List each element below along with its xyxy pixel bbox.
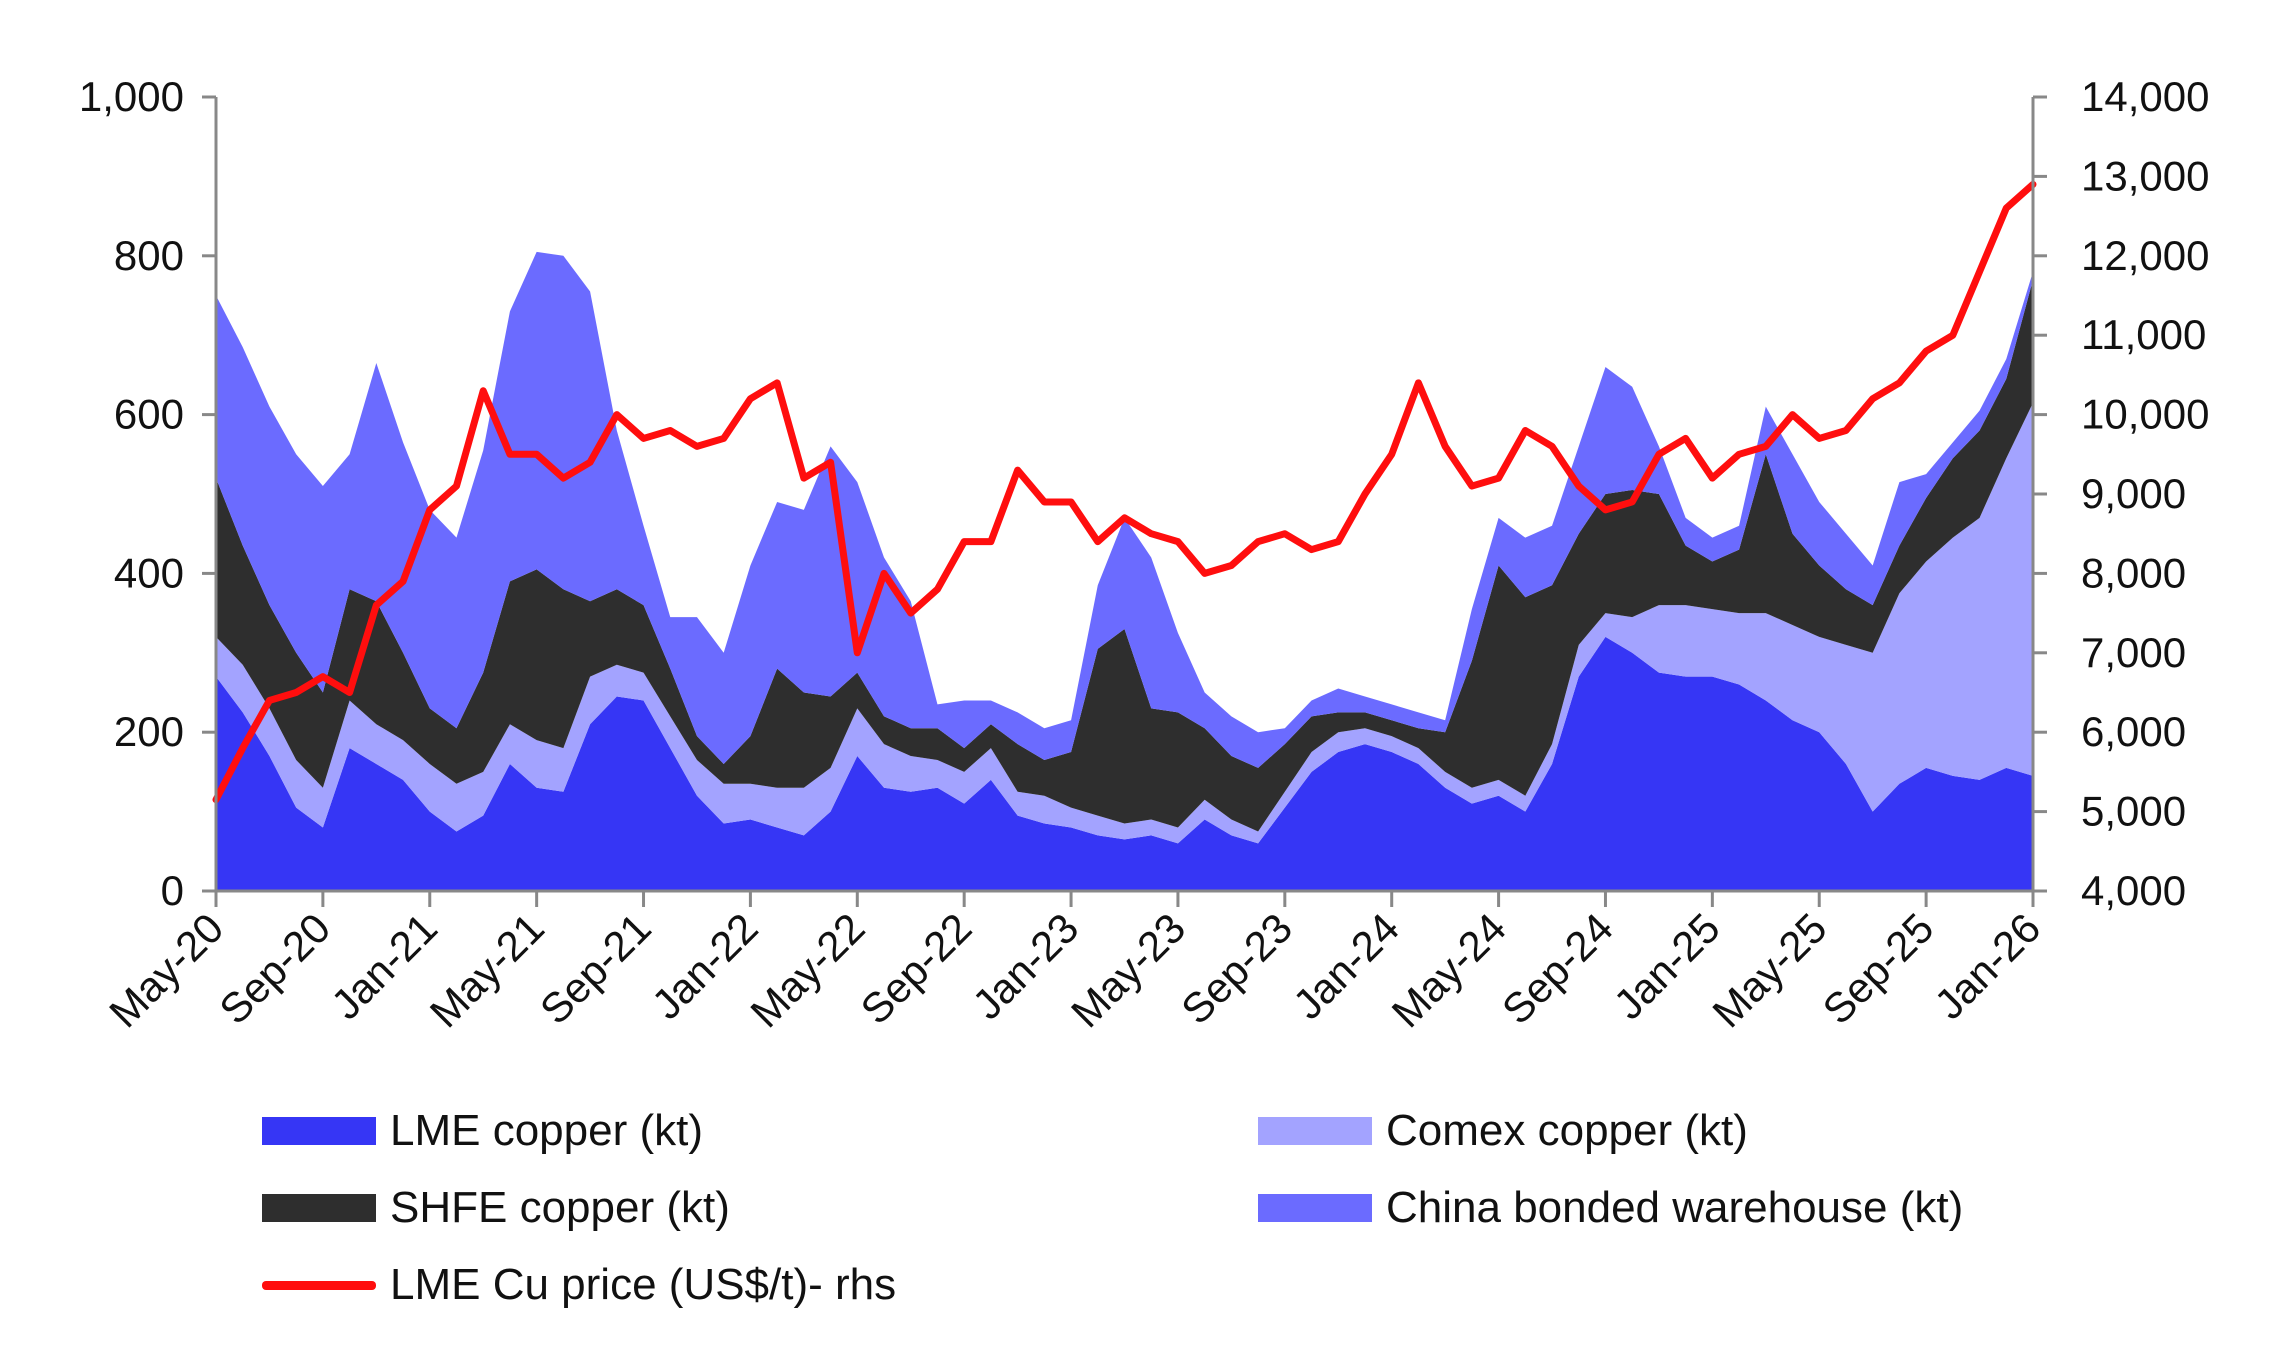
x-tick-label: Jan-26	[1925, 904, 2049, 1028]
x-tick-label: May-25	[1703, 904, 1835, 1036]
x-tick-label: May-22	[741, 904, 873, 1036]
legend-swatch-comex-copper	[1258, 1117, 1372, 1145]
legend-item-shfe-copper: SHFE copper (kt)	[262, 1183, 730, 1233]
legend-label-comex-copper: Comex copper (kt)	[1386, 1106, 1748, 1155]
x-tick-label: May-21	[421, 904, 553, 1036]
x-tick-label: May-20	[100, 904, 232, 1036]
y-tick-label-right: 14,000	[2081, 73, 2209, 120]
y-tick-label-left: 1,000	[79, 73, 184, 120]
legend-swatch-china-bonded	[1258, 1194, 1372, 1222]
legend-item-lme-price: LME Cu price (US$/t)- rhs	[262, 1260, 896, 1310]
y-tick-label-right: 7,000	[2081, 629, 2186, 676]
legend-swatch-shfe-copper	[262, 1194, 376, 1222]
legend-item-comex-copper: Comex copper (kt)	[1258, 1106, 1748, 1156]
y-tick-label-right: 13,000	[2081, 152, 2209, 199]
y-tick-label-left: 400	[114, 549, 184, 596]
legend: LME copper (kt) Comex copper (kt) SHFE c…	[0, 1080, 2272, 1320]
x-tick-label: Sep-20	[210, 904, 339, 1033]
y-tick-label-right: 8,000	[2081, 549, 2186, 596]
x-tick-label: Sep-23	[1172, 904, 1301, 1033]
legend-label-lme-price: LME Cu price (US$/t)- rhs	[390, 1260, 897, 1309]
legend-label-lme-copper: LME copper (kt)	[390, 1106, 703, 1155]
legend-label-china-bonded: China bonded warehouse (kt)	[1386, 1183, 1964, 1232]
area-china-bonded-warehouse-kt	[216, 251, 2033, 768]
area-lme-copper-kt	[216, 636, 2033, 891]
x-tick-label: Sep-25	[1813, 904, 1942, 1033]
x-tick-label: Sep-22	[852, 904, 981, 1033]
legend-item-china-bonded: China bonded warehouse (kt)	[1258, 1183, 1963, 1233]
y-tick-label-left: 800	[114, 232, 184, 279]
x-tick-label: Sep-21	[531, 904, 660, 1033]
price-line-group	[212, 180, 2037, 804]
y-tick-label-left: 600	[114, 391, 184, 438]
legend-item-lme-copper: LME copper (kt)	[262, 1106, 703, 1156]
y-tick-label-right: 10,000	[2081, 391, 2209, 438]
stacked-area-group	[216, 251, 2033, 891]
legend-label-shfe-copper: SHFE copper (kt)	[390, 1183, 730, 1232]
y-tick-label-left: 0	[161, 867, 184, 914]
legend-swatch-lme-price	[262, 1280, 376, 1290]
legend-swatch-lme-copper	[262, 1117, 376, 1145]
y-tick-label-right: 5,000	[2081, 788, 2186, 835]
x-tick-label: Sep-24	[1493, 904, 1622, 1033]
area-comex-copper-kt	[216, 402, 2033, 844]
area-shfe-copper-kt	[216, 279, 2033, 832]
y-tick-label-left: 200	[114, 708, 184, 755]
x-tick-label: May-24	[1383, 904, 1515, 1036]
y-tick-label-right: 11,000	[2081, 311, 2206, 358]
line-lme-cu-price	[212, 180, 2037, 804]
y-tick-label-right: 6,000	[2081, 708, 2186, 755]
y-tick-label-right: 9,000	[2081, 470, 2186, 517]
x-tick-label: May-23	[1062, 904, 1194, 1036]
y-tick-label-right: 4,000	[2081, 867, 2186, 914]
y-tick-label-right: 12,000	[2081, 232, 2209, 279]
